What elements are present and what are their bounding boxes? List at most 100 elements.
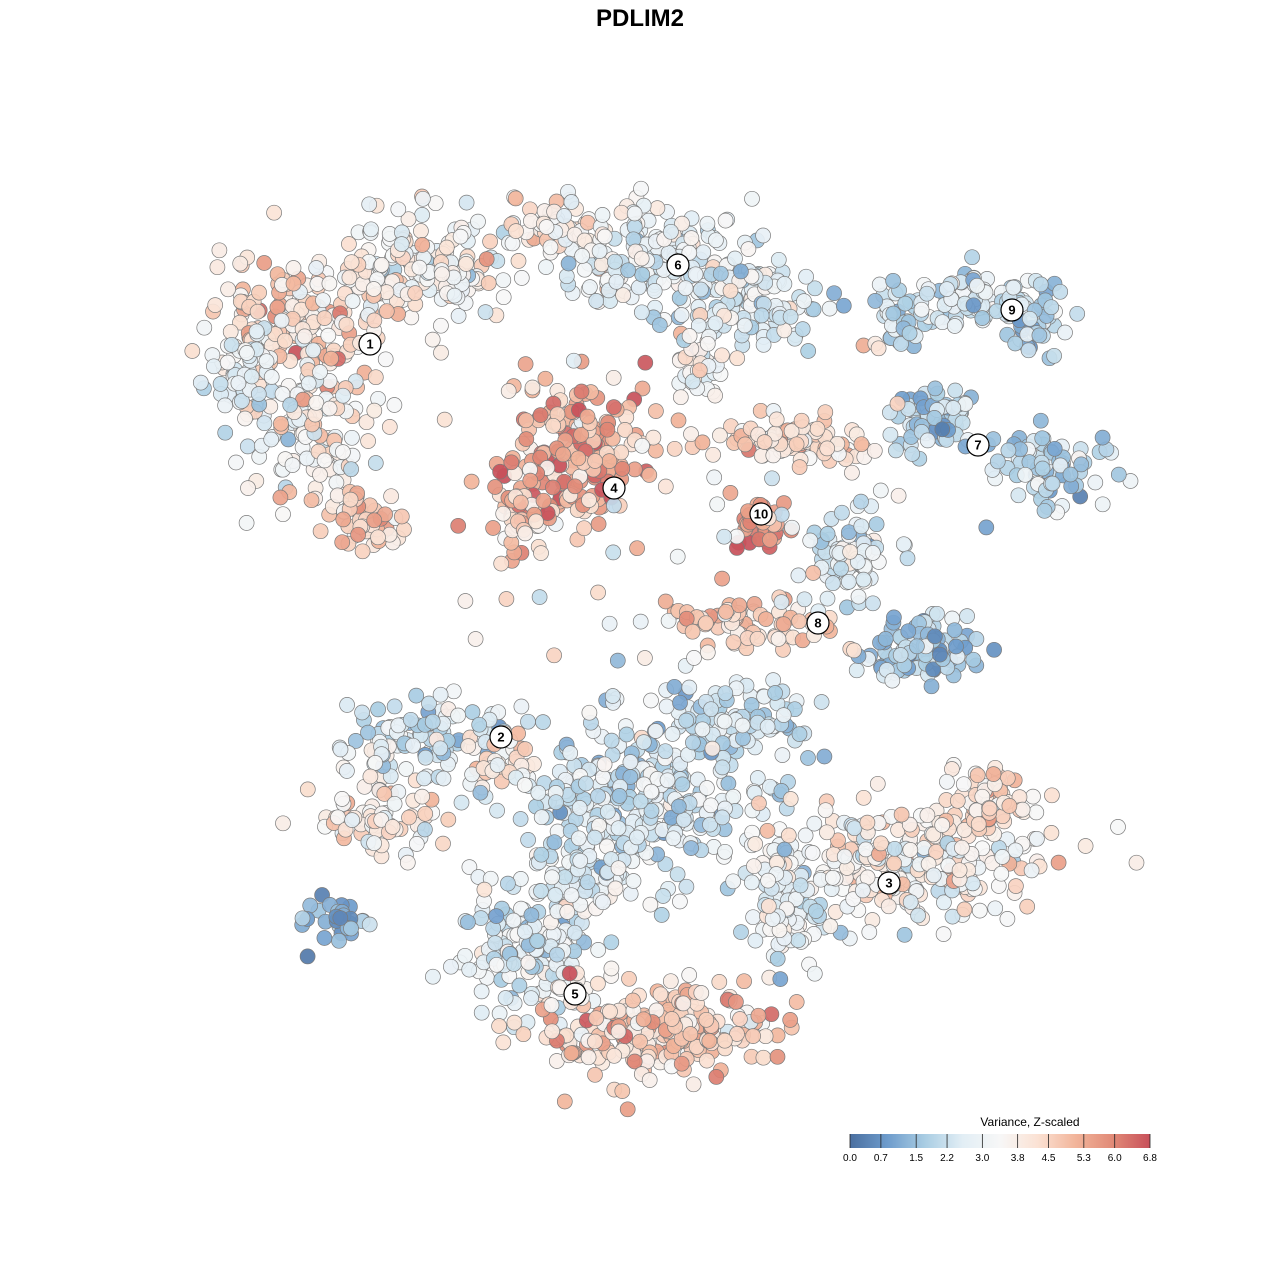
data-point	[760, 898, 777, 915]
data-point	[517, 356, 534, 372]
data-point	[707, 387, 723, 404]
chart-title: PDLIM2	[596, 5, 684, 32]
data-point	[782, 1012, 799, 1028]
data-point	[885, 305, 902, 322]
data-point	[683, 840, 699, 856]
data-point	[633, 180, 649, 197]
data-point	[560, 255, 577, 272]
data-point	[807, 280, 823, 297]
data-point	[913, 301, 930, 318]
data-point	[331, 932, 347, 949]
data-point	[1007, 842, 1024, 859]
data-point	[775, 616, 792, 632]
data-point	[720, 775, 737, 792]
data-point	[334, 534, 351, 551]
data-point	[767, 685, 783, 701]
data-point	[1034, 430, 1051, 447]
data-point	[299, 948, 316, 965]
data-point	[792, 877, 809, 894]
data-point	[790, 567, 807, 584]
data-point	[601, 615, 618, 632]
data-point	[386, 397, 403, 413]
data-point	[367, 755, 384, 771]
data-point	[413, 223, 429, 239]
data-point	[927, 628, 943, 645]
data-point	[1094, 496, 1111, 513]
data-point	[669, 866, 686, 883]
data-point	[256, 415, 273, 432]
data-point	[321, 400, 338, 417]
data-point	[370, 701, 386, 718]
data-point	[861, 924, 878, 940]
data-point	[694, 721, 711, 738]
data-point	[373, 257, 390, 273]
data-point	[453, 794, 470, 811]
data-point	[358, 414, 375, 431]
data-point	[948, 638, 964, 655]
data-point	[951, 862, 968, 879]
data-point	[269, 299, 286, 316]
data-point	[722, 282, 739, 299]
data-point	[673, 1055, 690, 1072]
data-point	[308, 394, 325, 411]
data-point	[436, 411, 453, 428]
data-point	[794, 321, 811, 337]
data-point	[691, 362, 708, 379]
cluster-label-text: 10	[754, 507, 768, 522]
data-point	[902, 842, 919, 858]
data-point	[970, 816, 987, 832]
data-point	[653, 907, 670, 923]
data-point	[641, 467, 658, 483]
data-point	[366, 312, 383, 329]
data-point	[344, 812, 360, 828]
legend-tick-label: 1.5	[909, 1153, 923, 1164]
data-point	[316, 310, 333, 326]
data-point	[709, 496, 726, 513]
data-point	[381, 419, 398, 435]
data-point	[360, 433, 376, 449]
data-point	[699, 215, 716, 232]
data-point	[332, 741, 349, 758]
data-point	[619, 1101, 636, 1118]
data-point	[869, 775, 886, 792]
data-point	[964, 249, 980, 266]
data-point	[377, 351, 394, 368]
data-point	[871, 276, 888, 293]
data-point	[974, 310, 991, 326]
data-point	[971, 902, 988, 919]
data-point	[588, 1010, 605, 1027]
data-point	[880, 898, 897, 915]
data-point	[408, 836, 425, 852]
data-point	[362, 768, 379, 785]
data-point	[250, 386, 267, 402]
data-point	[904, 446, 921, 462]
data-point	[872, 482, 889, 499]
data-point	[954, 414, 971, 431]
data-point	[1010, 487, 1027, 504]
data-point	[663, 223, 679, 240]
data-point	[491, 1018, 507, 1034]
data-point	[643, 783, 660, 800]
data-point	[965, 297, 982, 314]
data-point	[384, 819, 401, 835]
data-point	[223, 336, 240, 353]
data-point	[544, 1023, 560, 1040]
data-point	[833, 560, 849, 577]
data-point	[672, 893, 688, 910]
data-point	[471, 716, 488, 733]
data-point	[706, 469, 723, 486]
data-point	[450, 707, 466, 724]
data-point	[234, 393, 250, 409]
data-point	[670, 412, 687, 429]
data-point	[478, 251, 495, 267]
data-point	[773, 506, 790, 523]
data-point	[580, 1049, 597, 1066]
data-point	[712, 427, 728, 444]
data-point	[512, 494, 529, 511]
data-point	[1044, 787, 1060, 804]
data-point	[1028, 804, 1045, 821]
data-point	[581, 704, 598, 721]
data-point	[740, 241, 757, 257]
data-point	[899, 550, 916, 567]
data-point	[535, 492, 552, 509]
